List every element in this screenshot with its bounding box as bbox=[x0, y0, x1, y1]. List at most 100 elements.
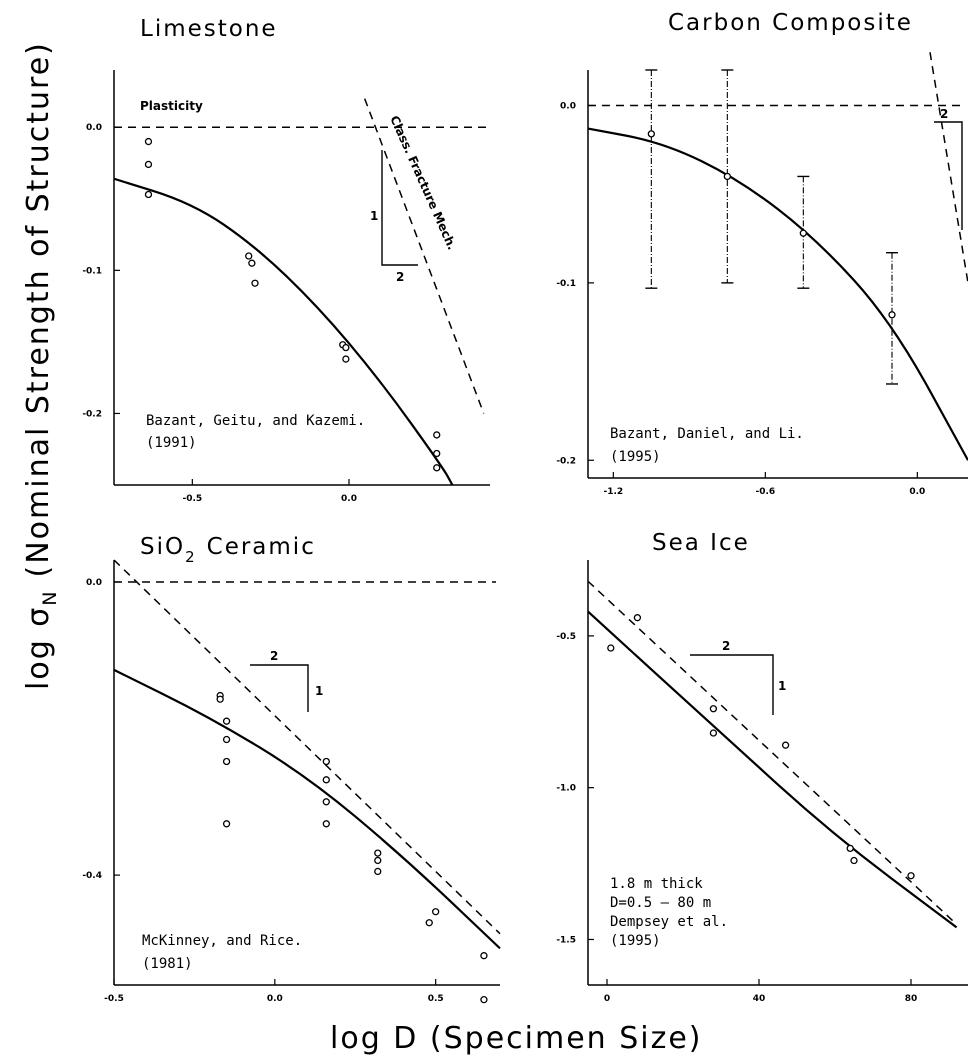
panel-limestone: -0.5 0.0 0.0 -0.1 -0.2 bbox=[82, 70, 490, 504]
data-point bbox=[433, 449, 441, 458]
y-tick-label: -0.1 bbox=[82, 266, 102, 276]
lefm-asymptote bbox=[929, 52, 968, 283]
x-tick-label: 0.5 bbox=[428, 994, 444, 1004]
data-point bbox=[607, 644, 615, 652]
title-sea-ice: Sea Ice bbox=[652, 530, 750, 556]
svg-text:1: 1 bbox=[370, 209, 378, 223]
fit-curve bbox=[587, 610, 958, 929]
svg-text:2: 2 bbox=[270, 649, 278, 663]
data-point bbox=[342, 343, 350, 352]
y-tick-label: 0.0 bbox=[560, 101, 576, 111]
data-point bbox=[432, 908, 440, 916]
y-axis-title: log σN(Nominal Strength of Structure) bbox=[21, 41, 61, 690]
data-point bbox=[322, 820, 330, 828]
svg-text:1: 1 bbox=[315, 684, 323, 698]
data-point bbox=[907, 872, 915, 880]
data-point bbox=[433, 464, 441, 472]
source-ceramic: McKinney, and Rice. bbox=[142, 933, 302, 949]
fit-curve bbox=[587, 127, 968, 461]
source-limestone: Bazant, Geitu, and Kazemi. bbox=[146, 413, 365, 429]
y-tick-label: 0.0 bbox=[86, 123, 102, 133]
slope-triangle-limestone: 1 2 bbox=[370, 150, 418, 284]
lefm-asymptote bbox=[587, 580, 958, 925]
data-point bbox=[723, 172, 731, 181]
note-seaice-1: 1.8 m thick bbox=[610, 876, 703, 892]
data-point bbox=[425, 919, 433, 927]
data-point bbox=[888, 311, 896, 319]
slope-triangle-ceramic: 2 1 bbox=[250, 649, 323, 712]
svg-text:2: 2 bbox=[396, 270, 404, 284]
data-point bbox=[480, 996, 488, 1004]
data-point bbox=[799, 229, 807, 237]
data-point bbox=[846, 844, 854, 853]
annotation-plasticity: Plasticity bbox=[140, 99, 203, 113]
svg-text:log σN(Nominal Strength of Str: log σN(Nominal Strength of Structure) bbox=[21, 41, 61, 690]
title-sio2-ceramic: SiO2 Ceramic bbox=[140, 534, 316, 566]
data-point bbox=[647, 130, 655, 138]
panel-sio2-ceramic: -0.5 0.0 0.5 0.0 -0.4 bbox=[82, 559, 501, 1004]
x-tick-label: 0 bbox=[604, 994, 610, 1004]
y-tick-label: -0.1 bbox=[556, 279, 576, 289]
data-point bbox=[144, 190, 153, 199]
svg-text:1: 1 bbox=[778, 679, 786, 693]
y-tick-label: -0.4 bbox=[82, 871, 102, 881]
data-point bbox=[709, 705, 718, 713]
x-axis-title: log D (Specimen Size) bbox=[330, 1021, 703, 1056]
fit-curve bbox=[113, 668, 501, 950]
data-point bbox=[322, 757, 330, 766]
data-point bbox=[374, 849, 382, 857]
slope-triangle-carbon: 2 bbox=[934, 107, 963, 230]
note-seaice-3: Dempsey et al. bbox=[610, 914, 728, 930]
annotation-lefm: Class. Fracture Mech. bbox=[387, 114, 459, 253]
data-point bbox=[222, 820, 231, 828]
data-point bbox=[248, 259, 256, 267]
data-point bbox=[245, 252, 253, 260]
y-tick-label: -0.5 bbox=[556, 632, 576, 642]
x-tick-label: -0.5 bbox=[182, 494, 202, 504]
note-seaice-2: D=0.5 — 80 m bbox=[610, 895, 711, 911]
source-carbon: Bazant, Daniel, and Li. bbox=[610, 426, 804, 442]
svg-text:2: 2 bbox=[940, 107, 948, 121]
y-tick-label: -0.2 bbox=[556, 456, 576, 466]
data-point bbox=[222, 717, 231, 725]
note-seaice-4: (1995) bbox=[610, 933, 661, 949]
data-point bbox=[374, 856, 382, 865]
x-tick-label: -1.2 bbox=[603, 487, 623, 497]
data-point bbox=[222, 735, 231, 744]
data-point bbox=[144, 137, 153, 146]
x-tick-label: 40 bbox=[753, 994, 766, 1004]
data-point bbox=[374, 867, 382, 876]
data-point bbox=[342, 355, 350, 363]
panel-sea-ice: 0 40 80 -0.5 -1.0 -1.5 bbox=[556, 560, 968, 1004]
x-tick-label: 0.0 bbox=[909, 487, 925, 497]
data-point bbox=[216, 695, 224, 703]
y-tick-label: -0.2 bbox=[82, 409, 102, 419]
data-point bbox=[322, 776, 330, 784]
data-point bbox=[144, 160, 153, 169]
data-point bbox=[433, 431, 441, 439]
slope-triangle-seaice: 2 1 bbox=[690, 639, 786, 715]
panel-carbon-composite: -1.2 -0.6 0.0 0.0 -0.1 -0.2 bbox=[556, 52, 968, 497]
source-year-limestone: (1991) bbox=[146, 435, 197, 451]
data-point bbox=[850, 856, 858, 865]
title-limestone: Limestone bbox=[140, 16, 278, 42]
svg-text:2: 2 bbox=[722, 639, 730, 653]
data-point bbox=[709, 729, 718, 737]
lefm-asymptote bbox=[363, 98, 485, 414]
y-tick-label: -1.0 bbox=[556, 784, 576, 794]
data-point bbox=[251, 279, 259, 287]
data-point bbox=[480, 952, 488, 960]
source-year-ceramic: (1981) bbox=[142, 956, 193, 972]
source-year-carbon: (1995) bbox=[610, 449, 661, 465]
x-tick-label: 80 bbox=[905, 994, 918, 1004]
data-point bbox=[633, 614, 642, 622]
data-point bbox=[222, 757, 231, 766]
x-tick-label: 0.0 bbox=[267, 994, 283, 1004]
fit-curve bbox=[113, 177, 454, 486]
data-point bbox=[781, 741, 790, 749]
y-tick-label: -1.5 bbox=[556, 935, 576, 945]
y-tick-label: 0.0 bbox=[86, 578, 102, 588]
x-tick-label: 0.0 bbox=[341, 494, 357, 504]
data-point bbox=[322, 798, 330, 806]
